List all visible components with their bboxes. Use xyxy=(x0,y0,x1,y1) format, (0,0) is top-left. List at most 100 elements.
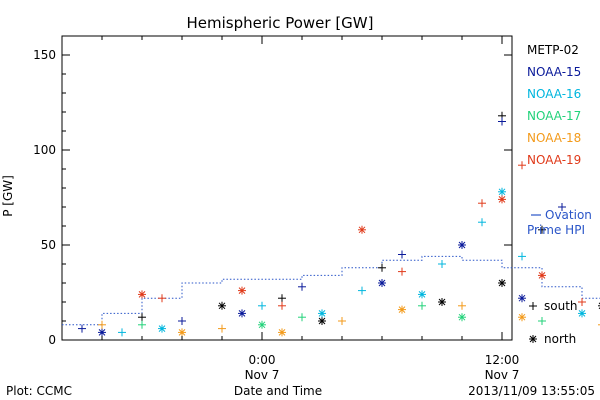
x-tick-time-label: 0:00 xyxy=(249,353,276,367)
north-marker-d2 xyxy=(518,313,526,321)
north-point xyxy=(398,305,406,314)
south-point xyxy=(278,294,286,303)
north-point xyxy=(218,301,226,310)
series-noaa-19 xyxy=(138,161,586,310)
south-point xyxy=(498,117,506,126)
south-point xyxy=(298,282,306,291)
south-point xyxy=(578,298,586,306)
north-point xyxy=(538,271,546,280)
north-marker-d2 xyxy=(398,306,406,313)
south-point xyxy=(398,267,406,276)
north-marker-d2 xyxy=(158,325,166,332)
north-marker-d2 xyxy=(218,302,226,310)
south-point xyxy=(218,324,226,333)
legend-entry-noaa-15: NOAA-15 xyxy=(527,65,581,79)
legend-north-label: north xyxy=(544,332,576,346)
ovation-prime-hpi-line xyxy=(62,255,600,326)
north-point xyxy=(238,309,246,318)
north-point xyxy=(138,290,146,299)
y-axis-title: P [GW] xyxy=(1,175,15,217)
y-axis: 0 50 100 150 xyxy=(33,48,512,347)
y-axis-label: P [GW] xyxy=(1,175,15,217)
legend-entry-noaa-18: NOAA-18 xyxy=(527,131,581,145)
north-point xyxy=(578,309,586,318)
x-tick-date-label: Nov 7 xyxy=(485,368,520,382)
south-point xyxy=(258,301,266,310)
north-point xyxy=(258,320,266,329)
x-tick-date-label: Nov 7 xyxy=(245,368,280,382)
x-axis-label: Date and Time xyxy=(234,384,322,398)
legend-south-label: south xyxy=(544,299,578,313)
north-point xyxy=(518,313,526,322)
north-marker-d2 xyxy=(458,241,466,249)
south-point xyxy=(138,313,146,322)
footer-credit: Plot: CCMC xyxy=(6,384,72,398)
north-point xyxy=(518,294,526,303)
north-marker-d2 xyxy=(378,279,386,287)
legend-entry-noaa-16: NOAA-16 xyxy=(527,87,581,101)
north-point xyxy=(598,302,600,310)
south-point xyxy=(398,250,406,259)
south-point xyxy=(458,301,466,310)
north-point xyxy=(418,290,426,299)
south-point xyxy=(98,320,106,329)
x-tick-time-label: 12:00 xyxy=(485,353,520,367)
y-tick-label: 150 xyxy=(33,48,56,62)
north-point xyxy=(318,317,326,325)
north-marker-d2 xyxy=(498,196,506,203)
north-marker-d2 xyxy=(498,188,506,196)
north-marker-d2 xyxy=(318,317,326,325)
y-tick-label: 50 xyxy=(41,238,56,252)
series-noaa-15 xyxy=(78,117,566,337)
south-point xyxy=(518,252,526,261)
plot-frame xyxy=(61,35,513,341)
south-point xyxy=(378,263,386,272)
north-point xyxy=(498,187,506,196)
north-marker-d2 xyxy=(529,335,537,343)
south-point xyxy=(538,317,546,325)
north-marker-d2 xyxy=(258,321,266,329)
south-point xyxy=(478,199,486,208)
south-point xyxy=(298,313,306,322)
north-point xyxy=(458,313,466,322)
north-marker-d2 xyxy=(418,291,426,298)
south-point xyxy=(138,320,146,329)
north-marker-d2 xyxy=(578,310,586,317)
y-tick-label: 0 xyxy=(48,333,56,347)
north-point xyxy=(498,195,506,204)
y-tick-label: 100 xyxy=(33,143,56,157)
series-noaa-16 xyxy=(118,187,586,337)
series-noaa-17 xyxy=(138,301,546,329)
north-point xyxy=(458,241,466,249)
legend-south-marker xyxy=(529,302,537,310)
north-marker-d2 xyxy=(178,329,186,336)
legend-entry-metp-02: METP-02 xyxy=(527,43,579,57)
series-metp-02 xyxy=(138,111,600,325)
south-point xyxy=(118,328,126,337)
south-point xyxy=(158,294,166,303)
south-point xyxy=(478,218,486,227)
south-point xyxy=(438,260,446,268)
north-point xyxy=(318,309,326,318)
north-marker-d2 xyxy=(278,329,286,336)
north-marker-d2 xyxy=(238,310,246,317)
north-marker-d2 xyxy=(358,226,366,234)
legend-entry-noaa-19: NOAA-19 xyxy=(527,153,581,167)
north-point xyxy=(238,286,246,295)
north-point xyxy=(178,328,186,337)
north-marker-d2 xyxy=(238,287,246,294)
north-point xyxy=(438,298,446,306)
south-point xyxy=(338,317,346,325)
chart-title: Hemispheric Power [GW] xyxy=(187,14,374,32)
north-point xyxy=(498,279,506,287)
plot-area xyxy=(61,35,600,341)
south-point xyxy=(598,324,600,326)
north-marker-d2 xyxy=(518,294,526,302)
south-point xyxy=(358,286,366,295)
legend-north-marker xyxy=(529,335,537,343)
north-point xyxy=(278,328,286,337)
footer-timestamp: 2013/11/09 13:55:05 xyxy=(468,384,595,398)
south-point xyxy=(418,301,426,310)
south-point xyxy=(558,203,566,211)
